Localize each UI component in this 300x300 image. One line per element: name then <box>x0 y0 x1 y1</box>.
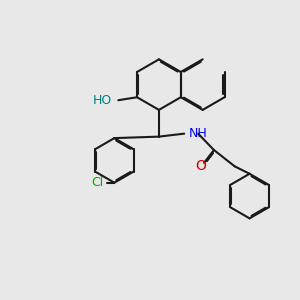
Text: HO: HO <box>92 94 112 107</box>
Text: O: O <box>195 159 206 173</box>
Text: NH: NH <box>189 127 207 140</box>
Text: Cl: Cl <box>92 176 104 189</box>
